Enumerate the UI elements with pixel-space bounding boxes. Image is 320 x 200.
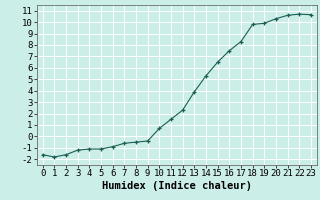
- X-axis label: Humidex (Indice chaleur): Humidex (Indice chaleur): [102, 181, 252, 191]
